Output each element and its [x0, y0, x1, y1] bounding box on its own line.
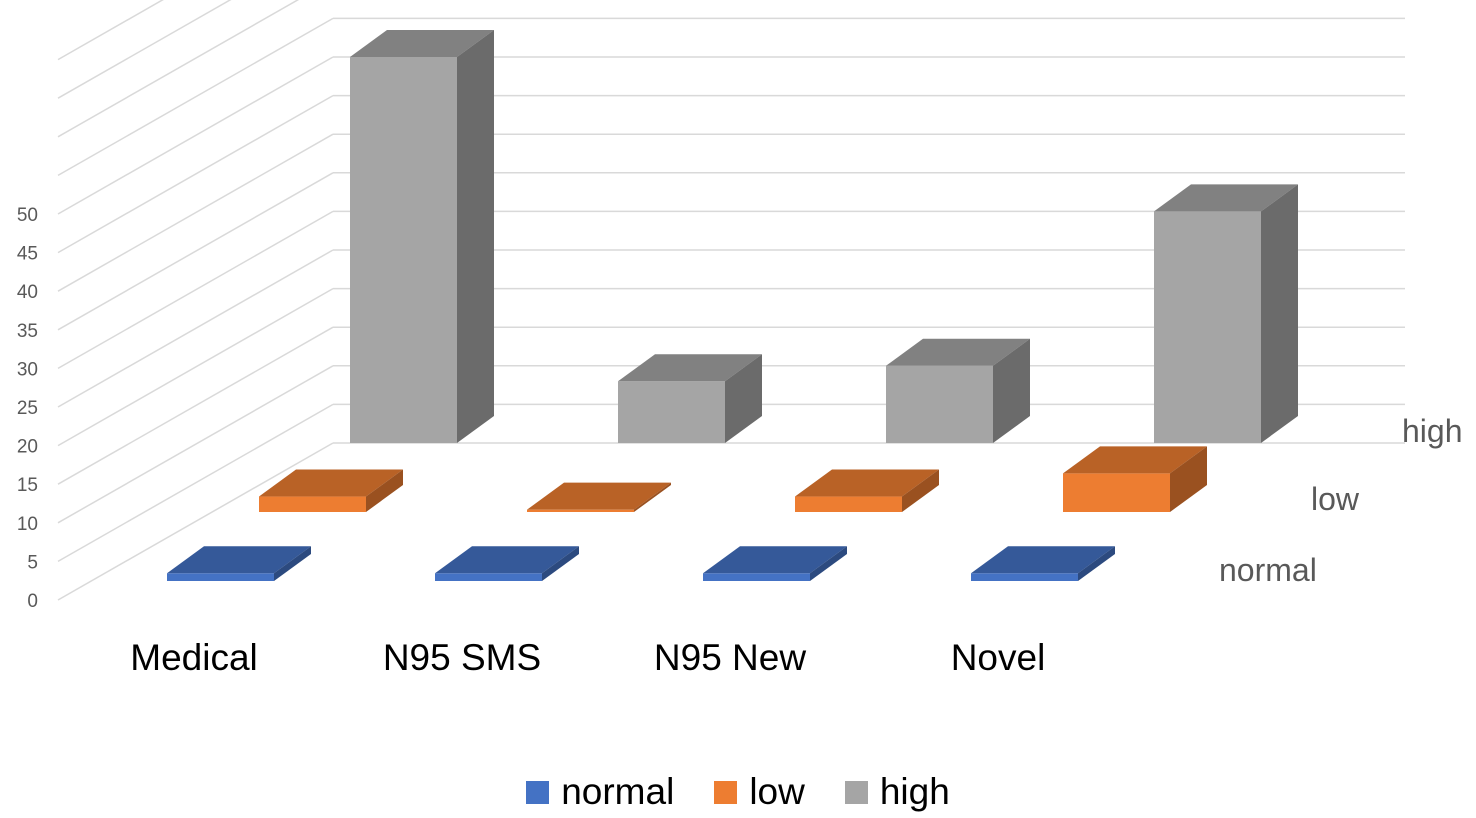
legend-swatch — [714, 780, 738, 804]
y-tick-label: 50 — [17, 205, 38, 226]
gridline-side — [57, 94, 334, 254]
gridline-side — [57, 326, 334, 485]
category-label: N95 SMS — [383, 637, 541, 678]
bar-high-medical — [350, 30, 494, 443]
bar-low-novel — [1063, 446, 1207, 512]
y-tick-label: 10 — [17, 514, 38, 535]
y-tick-label: 0 — [27, 591, 38, 612]
y-tick-label: 30 — [17, 359, 38, 380]
series-depth-label: high — [1402, 413, 1463, 449]
category-labels: Medical N95 SMS N95 New Novel — [130, 637, 1045, 678]
y-tick-label: 35 — [17, 321, 38, 342]
gridline-side — [57, 210, 334, 370]
gridline-side — [57, 0, 232, 99]
bar-high-n95-sms — [618, 354, 762, 443]
chart-canvas: 0 5 10 15 20 25 30 35 40 45 50 Medical N95 SMS N95 N… — [17, 0, 1463, 678]
category-label: Medical — [130, 637, 258, 678]
gridline-side — [57, 172, 334, 331]
legend-label: normal — [561, 771, 675, 812]
legend-item-normal: normal — [526, 771, 674, 813]
gridline-side — [57, 249, 334, 408]
legend-item-high: high — [844, 771, 950, 813]
bar-normal-n95-new — [703, 546, 847, 581]
bar-low-medical — [259, 469, 403, 512]
bar-normal-medical — [167, 546, 311, 581]
y-tick-label: 15 — [17, 475, 38, 496]
legend-swatch — [844, 780, 868, 804]
y-axis-ticks: 0 5 10 15 20 25 30 35 40 45 50 — [17, 205, 38, 612]
gridline-side — [57, 403, 334, 563]
bar-low-n95-sms — [527, 482, 671, 512]
legend-label: high — [879, 771, 950, 812]
gridlines — [57, 0, 1405, 601]
y-tick-label: 40 — [17, 282, 38, 303]
gridline-side — [57, 442, 334, 601]
y-tick-label: 45 — [17, 244, 38, 265]
bar-high-n95-new — [886, 338, 1030, 443]
y-tick-label: 5 — [27, 552, 38, 573]
y-tick-label: 25 — [17, 398, 38, 419]
gridline-side — [57, 56, 334, 215]
gridline-side — [57, 287, 334, 447]
bar-high-novel — [1154, 184, 1298, 443]
series-depth-label: normal — [1219, 552, 1317, 588]
y-tick-label: 20 — [17, 437, 38, 458]
category-label: N95 New — [654, 637, 806, 678]
gridline-side — [57, 0, 300, 138]
bar-normal-novel — [971, 546, 1115, 581]
gridline-side — [57, 0, 164, 61]
series-depth-labels: high low normal — [1219, 413, 1463, 588]
series-depth-label: low — [1311, 481, 1360, 517]
legend: normal low high — [0, 766, 1476, 818]
legend-swatch — [526, 780, 550, 804]
gridline-side — [57, 365, 334, 524]
bars — [167, 30, 1298, 581]
legend-label: low — [749, 771, 805, 812]
category-label: Novel — [951, 637, 1046, 678]
bar-normal-n95-sms — [435, 546, 579, 581]
gridline-side — [57, 17, 334, 177]
legend-item-low: low — [714, 771, 805, 813]
gridline-side — [57, 133, 334, 292]
bar-low-n95-new — [795, 469, 939, 512]
